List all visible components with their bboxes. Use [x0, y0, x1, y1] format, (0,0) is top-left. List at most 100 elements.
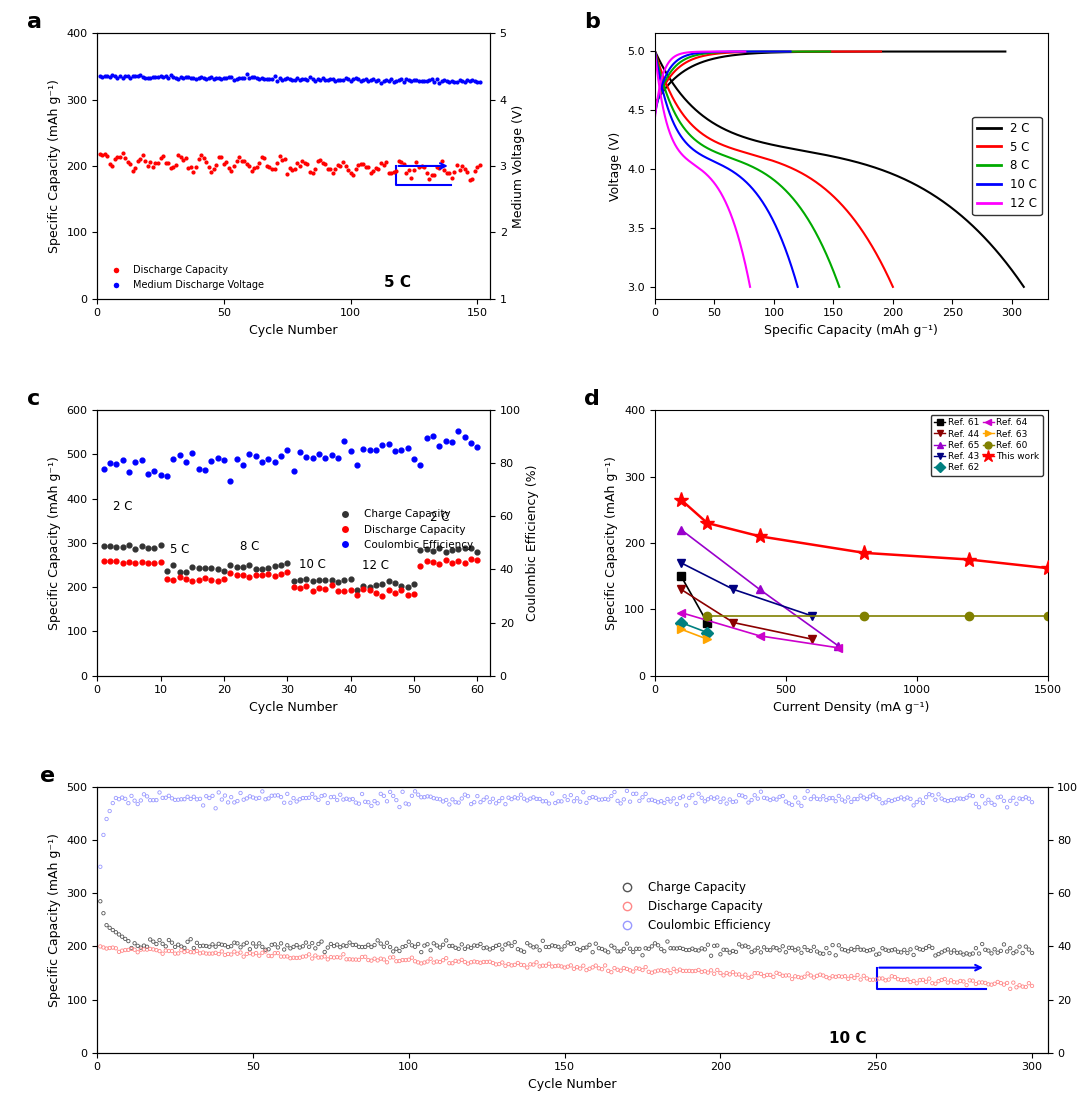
Point [146, 462, 163, 480]
Point [783, 938, 800, 956]
Point [693, 789, 711, 807]
Point [388, 940, 405, 957]
Point [292, 443, 309, 461]
Point [247, 566, 265, 584]
Point [864, 941, 881, 958]
Text: a: a [27, 12, 41, 32]
Point [563, 956, 580, 974]
Point [285, 462, 302, 480]
Point [484, 940, 501, 957]
Point [428, 157, 445, 175]
Y-axis label: Specific Capacity (mAh g⁻¹): Specific Capacity (mAh g⁻¹) [48, 833, 60, 1007]
Point [269, 154, 286, 172]
Point [646, 963, 663, 981]
Point [102, 69, 119, 86]
Point [693, 963, 711, 981]
Point [677, 962, 694, 979]
Point [515, 956, 532, 974]
Point [157, 789, 174, 807]
Point [393, 442, 410, 460]
Point [712, 964, 729, 982]
Point [799, 782, 816, 800]
Point [606, 783, 623, 801]
Point [251, 154, 268, 172]
Point [164, 68, 181, 85]
Point [98, 68, 116, 85]
Point [996, 935, 1013, 953]
Point [456, 953, 473, 971]
Point [424, 428, 442, 445]
Point [102, 453, 119, 471]
Point [151, 942, 168, 960]
Point [680, 962, 698, 979]
Point [774, 967, 792, 985]
Point [269, 787, 286, 804]
Point [497, 957, 514, 975]
Point [360, 72, 377, 90]
Point [183, 931, 200, 948]
Point [905, 972, 922, 989]
Point [836, 942, 853, 960]
Point [416, 936, 433, 954]
Point [104, 938, 121, 956]
Point [190, 70, 207, 88]
Point [1024, 977, 1041, 995]
Point [279, 165, 296, 183]
Point [426, 954, 443, 972]
Point [603, 963, 620, 981]
Point [279, 936, 296, 954]
Point [892, 971, 909, 988]
Point [413, 943, 430, 961]
Point [154, 935, 172, 953]
Point [546, 957, 564, 975]
Point [796, 938, 813, 956]
Point [194, 937, 212, 955]
Point [132, 150, 149, 167]
Point [258, 70, 275, 88]
Point [591, 960, 608, 977]
Point [281, 70, 298, 88]
Point [130, 943, 147, 961]
Point [163, 790, 180, 808]
Point [478, 938, 496, 956]
Point [971, 974, 988, 992]
Point [834, 791, 851, 809]
Point [256, 150, 273, 167]
Point [441, 73, 458, 91]
Point [556, 788, 573, 806]
Point [298, 576, 315, 594]
Point [1001, 979, 1018, 997]
Point [190, 460, 207, 478]
Point [164, 556, 181, 574]
Point [251, 934, 268, 952]
Point [238, 945, 255, 963]
Point [170, 791, 187, 809]
Point [253, 69, 270, 86]
Point [528, 954, 545, 972]
Point [367, 584, 384, 602]
Point [821, 944, 838, 962]
Point [299, 71, 316, 89]
Point [160, 154, 177, 172]
Point [232, 784, 249, 802]
Point [883, 967, 901, 985]
Point [753, 944, 770, 962]
Point [157, 937, 174, 955]
Point [864, 971, 881, 988]
Point [454, 951, 471, 968]
Point [211, 783, 228, 801]
Point [221, 472, 239, 490]
Point [862, 942, 879, 960]
Point [433, 152, 450, 170]
Point [915, 971, 932, 988]
Point [269, 72, 286, 90]
Point [640, 940, 658, 957]
Point [456, 786, 473, 803]
Point [591, 791, 608, 809]
Point [244, 789, 261, 807]
Point [917, 788, 934, 806]
Point [241, 567, 258, 585]
Point [422, 788, 440, 806]
Point [1021, 941, 1038, 958]
Point [431, 74, 448, 92]
